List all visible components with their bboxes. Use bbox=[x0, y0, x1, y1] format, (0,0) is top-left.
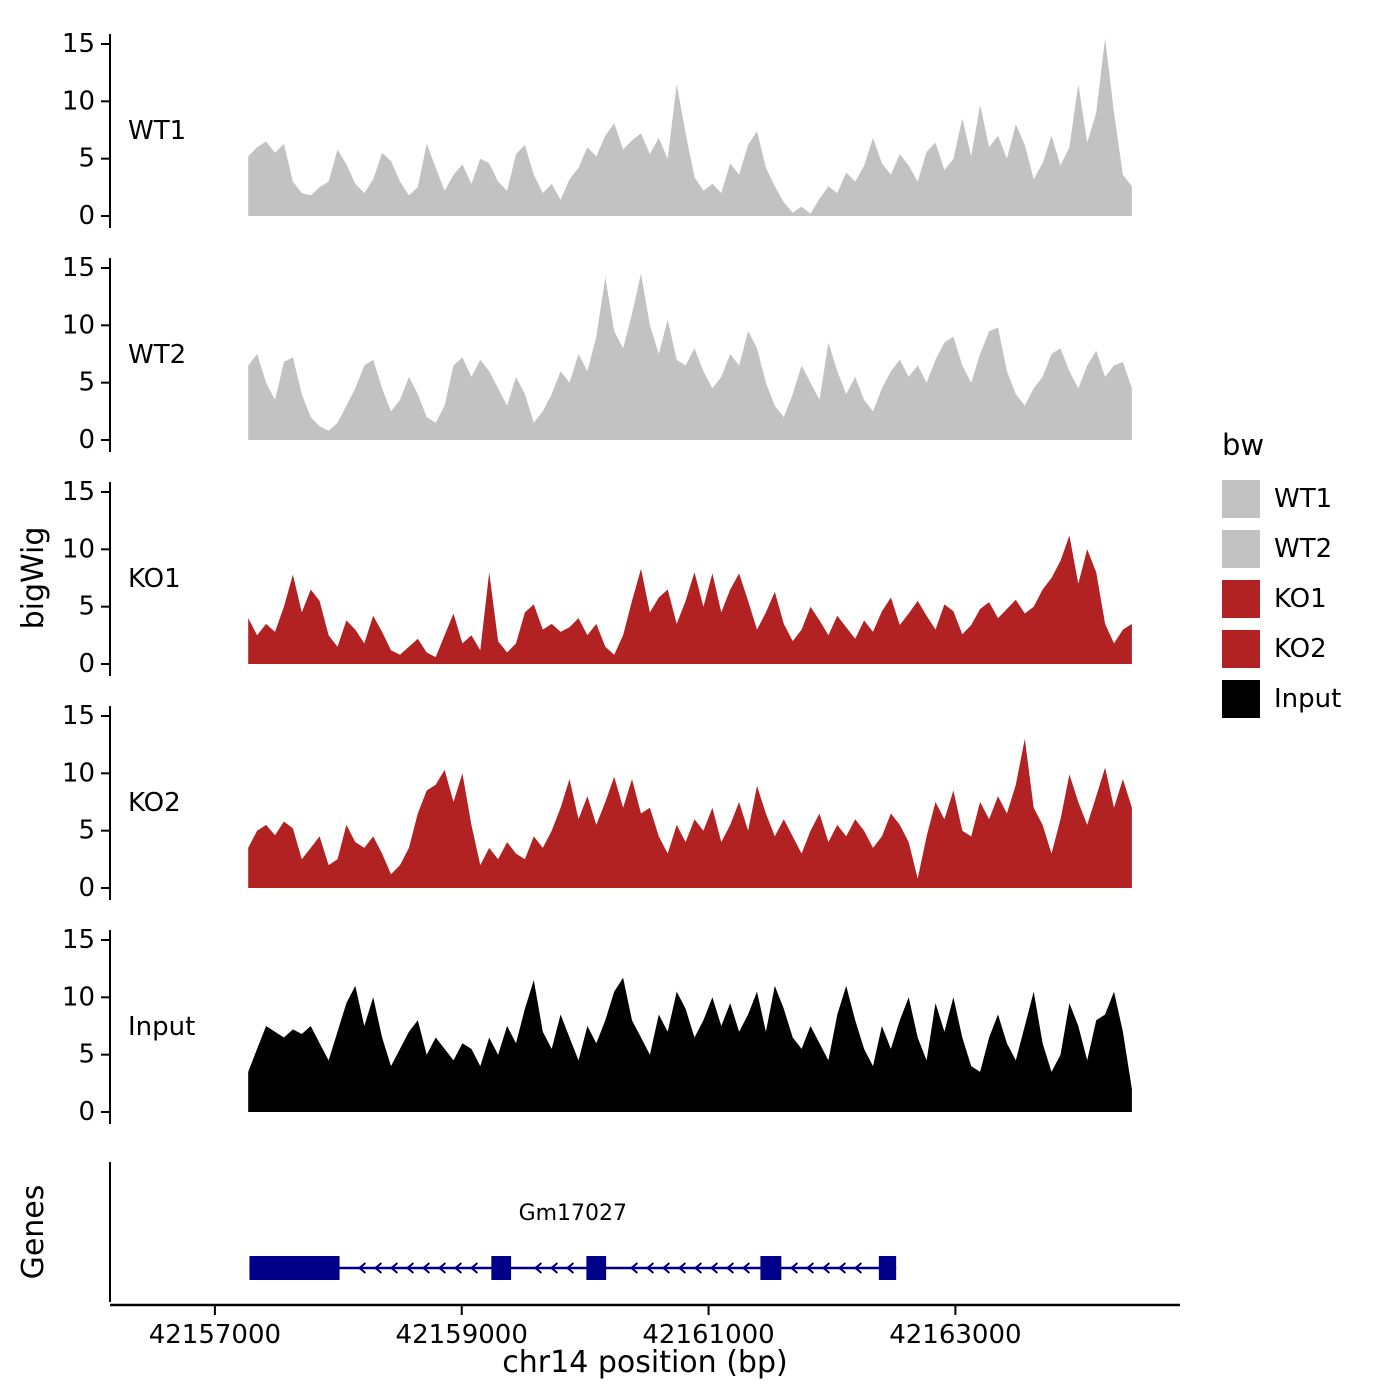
y-axis-title: bigWig bbox=[16, 526, 51, 630]
strand-arrow bbox=[821, 1262, 831, 1274]
y-tick-label: 0 bbox=[78, 201, 95, 230]
y-tick-label: 10 bbox=[62, 310, 95, 340]
y-tick-label: 10 bbox=[62, 982, 95, 1012]
track-chart-wt2: 0 5 10 15 bbox=[62, 254, 1132, 454]
track-panel-ko1: 0 5 10 15 KO1 bbox=[60, 478, 1190, 678]
exon-rect bbox=[760, 1256, 782, 1280]
x-tick-label: 42163000 bbox=[889, 1320, 1021, 1350]
legend-swatch-wt2 bbox=[1222, 530, 1260, 568]
y-tick-label: 5 bbox=[78, 592, 95, 622]
strand-arrow bbox=[373, 1262, 383, 1274]
strand-arrow bbox=[469, 1262, 479, 1274]
x-tick-label: 42157000 bbox=[149, 1320, 281, 1350]
legend-entry-input: Input bbox=[1222, 680, 1341, 718]
strand-arrow bbox=[357, 1262, 367, 1274]
coverage-area-ko2 bbox=[248, 738, 1132, 888]
legend-swatch-ko1 bbox=[1222, 580, 1260, 618]
strand-arrow bbox=[741, 1262, 751, 1274]
y-tick-label: 15 bbox=[62, 254, 95, 283]
y-tick-label: 0 bbox=[78, 1097, 95, 1126]
strand-arrow bbox=[549, 1262, 559, 1274]
strand-arrow bbox=[789, 1262, 799, 1274]
legend-label-input: Input bbox=[1274, 684, 1342, 714]
gene-track-chart: Gm17027 bbox=[109, 1162, 897, 1302]
coverage-area-input bbox=[248, 977, 1132, 1112]
legend-label-ko2: KO2 bbox=[1274, 634, 1327, 664]
strand-arrow bbox=[453, 1262, 463, 1274]
y-tick-label: 15 bbox=[62, 30, 95, 59]
track-label-wt1: WT1 bbox=[128, 116, 187, 146]
track-label-input: Input bbox=[128, 1012, 196, 1042]
y-tick-label: 5 bbox=[78, 816, 95, 846]
y-tick-label: 0 bbox=[78, 425, 95, 454]
y-tick-label: 10 bbox=[62, 758, 95, 788]
genes-panel: Gm17027 bbox=[60, 1162, 1190, 1302]
x-axis: 42157000 42159000 42161000 42163000 bbox=[60, 1303, 1190, 1373]
strand-arrow bbox=[565, 1262, 575, 1274]
strand-arrow bbox=[661, 1262, 671, 1274]
legend-entry-ko1: KO1 bbox=[1222, 580, 1341, 618]
track-chart-wt1: 0 5 10 15 bbox=[62, 30, 1132, 230]
strand-arrow bbox=[837, 1262, 847, 1274]
strand-arrow bbox=[709, 1262, 719, 1274]
y-tick-label: 0 bbox=[78, 873, 95, 902]
track-label-ko1: KO1 bbox=[128, 564, 181, 594]
x-axis-chart: 42157000 42159000 42161000 42163000 bbox=[110, 1303, 1180, 1350]
track-label-wt2: WT2 bbox=[128, 340, 187, 370]
coverage-area-wt2 bbox=[248, 273, 1132, 440]
legend-entry-ko2: KO2 bbox=[1222, 630, 1341, 668]
exon-rect bbox=[878, 1256, 897, 1280]
coverage-area-wt1 bbox=[248, 38, 1132, 216]
strand-arrow bbox=[805, 1262, 815, 1274]
track-panel-ko2: 0 5 10 15 KO2 bbox=[60, 702, 1190, 902]
strand-arrow bbox=[693, 1262, 703, 1274]
y-tick-label: 10 bbox=[62, 534, 95, 564]
strand-arrow bbox=[389, 1262, 399, 1274]
legend-label-ko1: KO1 bbox=[1274, 584, 1327, 614]
y-tick-label: 15 bbox=[62, 702, 95, 731]
x-axis-title: chr14 position (bp) bbox=[502, 1345, 788, 1380]
legend-swatch-wt1 bbox=[1222, 480, 1260, 518]
x-tick-label: 42161000 bbox=[642, 1320, 774, 1350]
track-panel-wt2: 0 5 10 15 WT2 bbox=[60, 254, 1190, 454]
strand-arrow bbox=[437, 1262, 447, 1274]
legend: bw WT1 WT2 KO1 KO2 Input bbox=[1222, 428, 1341, 730]
y-tick-label: 5 bbox=[78, 1040, 95, 1070]
legend-title: bw bbox=[1222, 428, 1265, 462]
track-panel-input: 0 5 10 15 Input bbox=[60, 926, 1190, 1126]
strand-arrow bbox=[421, 1262, 431, 1274]
exon-rect bbox=[586, 1256, 607, 1280]
strand-arrow bbox=[533, 1262, 543, 1274]
legend-entry-wt1: WT1 bbox=[1222, 480, 1341, 518]
legend-swatch-input bbox=[1222, 680, 1260, 718]
exon-rect bbox=[491, 1256, 512, 1280]
y-tick-label: 15 bbox=[62, 478, 95, 507]
track-chart-ko2: 0 5 10 15 bbox=[62, 702, 1132, 902]
legend-entry-wt2: WT2 bbox=[1222, 530, 1341, 568]
legend-swatch-ko2 bbox=[1222, 630, 1260, 668]
exon-rect bbox=[249, 1256, 340, 1280]
track-chart-ko1: 0 5 10 15 bbox=[62, 478, 1132, 678]
coverage-area-ko1 bbox=[248, 535, 1132, 664]
track-label-ko2: KO2 bbox=[128, 788, 181, 818]
track-panel-wt1: 0 5 10 15 WT1 bbox=[60, 30, 1190, 230]
legend-label-wt1: WT1 bbox=[1274, 484, 1333, 514]
gene-name-label: Gm17027 bbox=[519, 1201, 627, 1226]
track-chart-input: 0 5 10 15 bbox=[62, 926, 1132, 1126]
strand-arrow bbox=[853, 1262, 863, 1274]
y-tick-label: 5 bbox=[78, 368, 95, 398]
y-tick-label: 0 bbox=[78, 649, 95, 678]
strand-arrow bbox=[645, 1262, 655, 1274]
legend-label-wt2: WT2 bbox=[1274, 534, 1333, 564]
strand-arrow bbox=[405, 1262, 415, 1274]
y-tick-label: 15 bbox=[62, 926, 95, 955]
strand-arrow bbox=[677, 1262, 687, 1274]
strand-arrow bbox=[629, 1262, 639, 1274]
y-tick-label: 10 bbox=[62, 86, 95, 116]
genes-axis-title: Genes bbox=[16, 1184, 51, 1280]
x-tick-label: 42159000 bbox=[396, 1320, 528, 1350]
y-tick-label: 5 bbox=[78, 144, 95, 174]
strand-arrow bbox=[725, 1262, 735, 1274]
